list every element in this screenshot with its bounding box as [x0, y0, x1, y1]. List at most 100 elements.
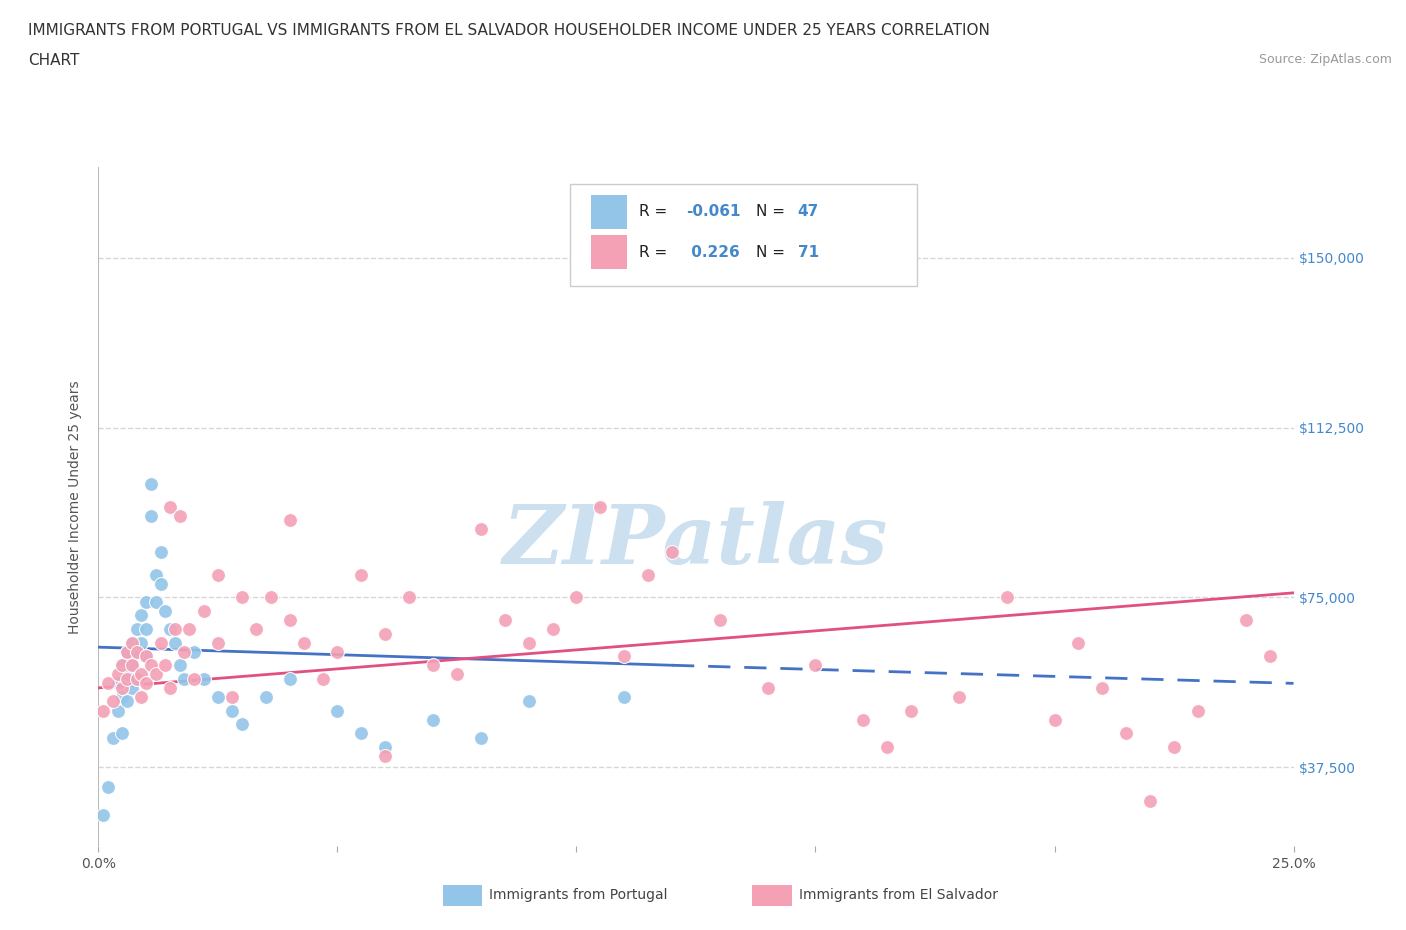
Text: Immigrants from Portugal: Immigrants from Portugal — [489, 887, 668, 902]
Point — [121, 658, 143, 672]
Point — [193, 604, 215, 618]
Point — [193, 671, 215, 686]
Text: 0.226: 0.226 — [686, 245, 740, 259]
Point — [149, 545, 172, 560]
Point — [155, 658, 177, 672]
Point — [231, 717, 253, 732]
Point — [398, 590, 420, 604]
Point — [131, 689, 153, 704]
Point — [111, 658, 134, 672]
Point — [613, 649, 636, 664]
Point — [470, 730, 492, 745]
Point — [207, 635, 229, 650]
Bar — [591, 194, 627, 229]
Point — [231, 590, 253, 604]
Point — [159, 499, 181, 514]
Point — [139, 477, 162, 492]
Point — [125, 671, 148, 686]
Point — [254, 689, 277, 704]
Point — [422, 658, 444, 672]
Point — [121, 635, 143, 650]
Point — [756, 681, 779, 696]
Point — [139, 509, 162, 524]
Point — [1187, 703, 1209, 718]
Point — [517, 694, 540, 709]
Point — [111, 725, 134, 740]
Point — [876, 739, 898, 754]
Point — [121, 658, 143, 672]
Point — [145, 567, 167, 582]
Point — [115, 644, 138, 659]
Point — [278, 613, 301, 628]
Point — [173, 644, 195, 659]
Point — [115, 694, 138, 709]
Point — [91, 703, 114, 718]
Point — [101, 730, 124, 745]
Text: ZIPatlas: ZIPatlas — [503, 500, 889, 581]
Point — [804, 658, 827, 672]
Point — [259, 590, 281, 604]
Point — [207, 689, 229, 704]
Point — [115, 667, 138, 682]
Point — [446, 667, 468, 682]
Point — [107, 703, 129, 718]
Point — [278, 513, 301, 528]
Point — [159, 621, 181, 636]
Point — [135, 621, 157, 636]
Text: R =: R = — [638, 204, 672, 219]
Point — [101, 694, 124, 709]
Text: IMMIGRANTS FROM PORTUGAL VS IMMIGRANTS FROM EL SALVADOR HOUSEHOLDER INCOME UNDER: IMMIGRANTS FROM PORTUGAL VS IMMIGRANTS F… — [28, 23, 990, 38]
Point — [374, 749, 396, 764]
Point — [278, 671, 301, 686]
Point — [1258, 649, 1281, 664]
Point — [900, 703, 922, 718]
Point — [111, 681, 134, 696]
Point — [163, 621, 186, 636]
Point — [221, 703, 243, 718]
Point — [661, 545, 683, 560]
Point — [125, 644, 148, 659]
Text: N =: N = — [756, 245, 790, 259]
Point — [149, 577, 172, 591]
Point — [245, 621, 267, 636]
Point — [637, 567, 659, 582]
Point — [1139, 793, 1161, 808]
Point — [97, 780, 120, 795]
Point — [541, 621, 564, 636]
Point — [350, 567, 373, 582]
Point — [125, 621, 148, 636]
Point — [517, 635, 540, 650]
Point — [135, 594, 157, 609]
Point — [1067, 635, 1090, 650]
Point — [494, 613, 516, 628]
Point — [145, 594, 167, 609]
Point — [115, 644, 138, 659]
Point — [1091, 681, 1114, 696]
Point — [179, 621, 201, 636]
Point — [121, 635, 143, 650]
Point — [852, 712, 875, 727]
Point — [709, 613, 731, 628]
Point — [207, 567, 229, 582]
Point — [169, 509, 191, 524]
Point — [91, 807, 114, 822]
Point — [135, 649, 157, 664]
Point — [350, 725, 373, 740]
Point — [149, 635, 172, 650]
Point — [145, 667, 167, 682]
Point — [221, 689, 243, 704]
Point — [135, 676, 157, 691]
Point — [139, 658, 162, 672]
Point — [326, 703, 349, 718]
Text: 71: 71 — [797, 245, 818, 259]
Point — [995, 590, 1018, 604]
Text: N =: N = — [756, 204, 790, 219]
Point — [111, 658, 134, 672]
Point — [312, 671, 335, 686]
Point — [173, 671, 195, 686]
Point — [1234, 613, 1257, 628]
Point — [125, 671, 148, 686]
Text: -0.061: -0.061 — [686, 204, 741, 219]
Point — [131, 608, 153, 623]
Point — [135, 649, 157, 664]
